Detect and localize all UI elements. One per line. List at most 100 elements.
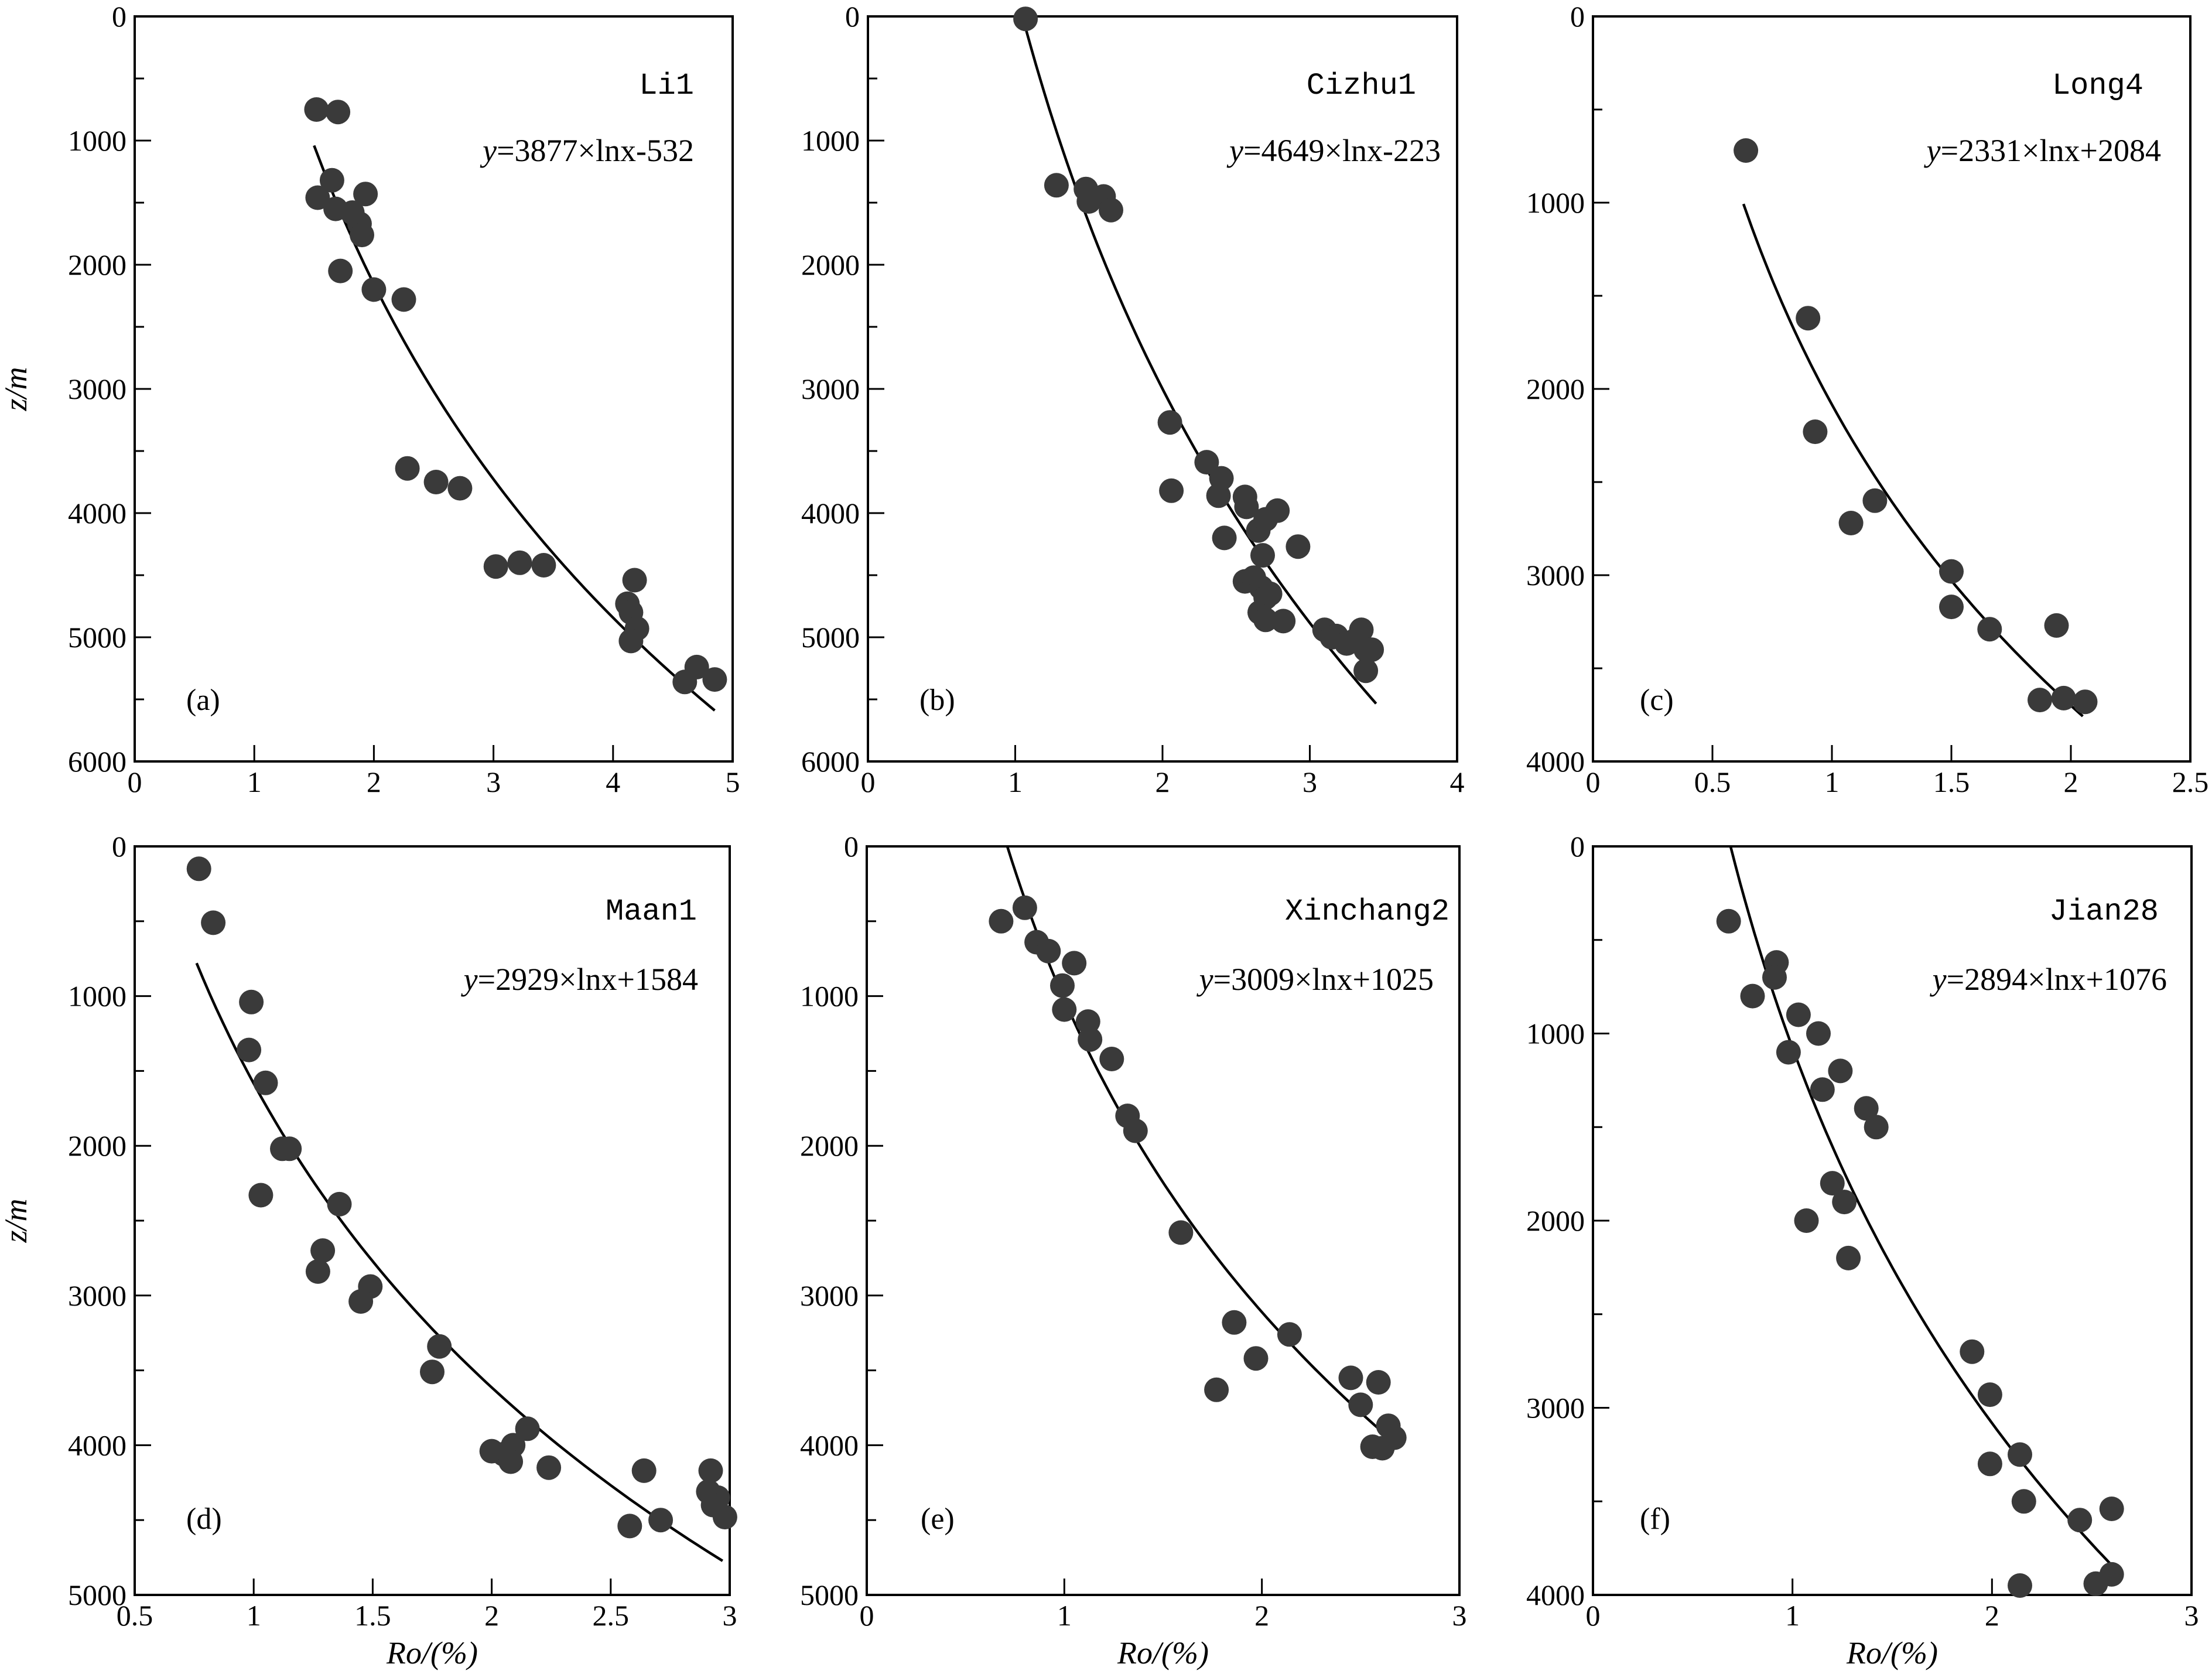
panel-b-data-point xyxy=(1099,197,1123,223)
panel-d-data-point xyxy=(712,1505,737,1530)
panel-b-ytick-label: 0 xyxy=(845,0,860,33)
panel-b: Cizhu1 y=4649×lnx-223 (b) 0 1000 2000 3000 4… xyxy=(801,0,1465,798)
panel-b-ytick-label: 1000 xyxy=(801,124,860,157)
panel-f-equation: y=2894×lnx+1076 xyxy=(1930,962,2167,997)
panel-e-equation: y=3009×lnx+1025 xyxy=(1196,962,1434,997)
panel-d-ytick-label: 4000 xyxy=(68,1429,127,1461)
panel-b-ytick-label: 6000 xyxy=(801,745,860,778)
panel-e-equation-body: =3009×lnx+1025 xyxy=(1213,962,1434,997)
panel-c-xtick-label: 0 xyxy=(1586,766,1601,798)
panel-a-xtick-label: 3 xyxy=(486,766,501,798)
panel-d-data-point xyxy=(348,1289,374,1314)
panel-d-ytick-label: 5000 xyxy=(68,1579,127,1611)
panel-c-ytick-label: 0 xyxy=(1570,0,1585,33)
panel-e-data-point xyxy=(1052,997,1077,1022)
panel-b-data-point xyxy=(1209,466,1234,491)
panel-a: Li1 y=3877×lnx-532 (a) 0 1000 2000 3000 4000… xyxy=(68,0,740,798)
panel-c-data-point xyxy=(2073,689,2098,715)
panel-a-data-point xyxy=(326,100,351,125)
panel-f-data-point xyxy=(1776,1040,1801,1065)
panel-e-data-point xyxy=(1050,973,1075,998)
panel-d-data-point xyxy=(427,1334,452,1359)
panel-c-data-point xyxy=(2051,685,2076,710)
panel-b-data-point xyxy=(1353,658,1379,684)
panel-d-xtick-label: 2 xyxy=(484,1599,499,1632)
panel-f-data-point xyxy=(2008,1573,2032,1598)
panel-d-xtick-label: 2.5 xyxy=(593,1599,630,1632)
panel-e-xtick-label: 3 xyxy=(1452,1599,1467,1632)
panel-d-data-point xyxy=(248,1183,273,1208)
panel-d-data-point xyxy=(648,1508,673,1533)
x-axis-title-f: Ro/(%) xyxy=(1846,1635,1938,1670)
panel-e-data-point xyxy=(1348,1392,1373,1417)
panel-a-data-point xyxy=(350,223,374,248)
panel-f-xtick-label: 1 xyxy=(1785,1599,1800,1632)
panel-b-data-point xyxy=(1257,581,1283,606)
panel-e-data-point xyxy=(1277,1322,1302,1347)
panel-b-xtick-label: 3 xyxy=(1302,766,1317,798)
panel-f-data-point xyxy=(2008,1442,2032,1467)
panel-c-data-point xyxy=(1734,138,1759,163)
panel-e-ytick-label: 2000 xyxy=(800,1129,859,1162)
panel-e-ytick-label: 4000 xyxy=(800,1429,859,1461)
panel-f-label: (f) xyxy=(1640,1502,1670,1536)
panel-a-data-point xyxy=(622,568,647,593)
panel-a-data-point xyxy=(618,628,644,654)
panel-e-data-point xyxy=(1222,1310,1247,1335)
panel-d-frame xyxy=(134,845,731,1596)
panel-f-data-point xyxy=(1794,1208,1819,1233)
panel-b-data-point xyxy=(1194,450,1219,475)
panel-c-data-point xyxy=(1862,488,1888,513)
panel-d-label: (d) xyxy=(186,1502,222,1536)
panel-e-equation-y: y xyxy=(1196,962,1213,997)
panel-a-data-point xyxy=(319,168,344,193)
panel-c-ytick-label: 2000 xyxy=(1526,373,1585,405)
panel-f-data-point xyxy=(1762,965,1787,990)
panel-b-data-point xyxy=(1044,173,1069,198)
panel-b-data-point xyxy=(1212,525,1237,551)
panel-c-equation: y=2331×lnx+2084 xyxy=(1924,133,2161,168)
panel-c-data-point xyxy=(1939,595,1964,620)
panel-f-xtick-label: 3 xyxy=(2184,1599,2199,1632)
panel-b-data-point xyxy=(1271,609,1296,634)
panel-e-ytick-label: 0 xyxy=(844,830,859,863)
panel-a-data-point xyxy=(507,550,532,575)
panel-d-data-point xyxy=(536,1455,562,1480)
panel-b-data-point xyxy=(1250,543,1275,568)
panel-c-ytick-label: 1000 xyxy=(1526,186,1585,219)
panel-a-well-name: Li1 xyxy=(639,69,694,103)
panel-a-data-point xyxy=(361,277,387,302)
panel-f-data-point xyxy=(1828,1058,1853,1084)
panel-c: Long4 y=2331×lnx+2084 (c) 0 1000 2000 3000 4… xyxy=(1526,0,2208,798)
panel-b-xtick-label: 1 xyxy=(1008,766,1023,798)
panel-b-data-point xyxy=(1234,494,1259,520)
panel-f-data-point xyxy=(1960,1339,1985,1364)
panel-c-equation-body: =2331×lnx+2084 xyxy=(1941,133,2161,168)
panel-b-data-point xyxy=(1286,534,1311,559)
panel-c-data-point xyxy=(1838,511,1864,535)
panel-b-equation-y: y xyxy=(1226,133,1243,168)
panel-a-label: (a) xyxy=(186,684,220,717)
panel-b-ytick-label: 3000 xyxy=(801,373,860,405)
panel-a-ytick-label: 4000 xyxy=(68,497,127,529)
panel-a-ytick-label: 6000 xyxy=(68,745,127,778)
panel-d-xtick-label: 1 xyxy=(247,1599,261,1632)
panel-f-ytick-label: 3000 xyxy=(1526,1392,1585,1424)
panel-d-fit-curve xyxy=(195,962,723,1562)
panel-b-data-point xyxy=(1359,637,1384,662)
panel-a-xtick-label: 5 xyxy=(726,766,740,798)
panel-f-fit-curve xyxy=(1729,846,2113,1566)
panel-e-data-point xyxy=(1062,951,1087,976)
panel-f-data-point xyxy=(1786,1002,1811,1027)
panel-a-data-point xyxy=(304,97,329,122)
panel-c-well-name: Long4 xyxy=(2052,69,2143,103)
panel-d-xtick-label: 1.5 xyxy=(354,1599,391,1632)
panel-d-data-point xyxy=(253,1070,278,1095)
panel-d-data-point xyxy=(201,910,226,935)
panel-f-data-point xyxy=(1977,1451,2002,1477)
panel-e-ytick-label: 5000 xyxy=(800,1579,859,1611)
panel-d-ytick-label: 1000 xyxy=(68,980,127,1013)
panel-c-label: (c) xyxy=(1640,684,1674,717)
panel-f-data-point xyxy=(1854,1096,1879,1121)
